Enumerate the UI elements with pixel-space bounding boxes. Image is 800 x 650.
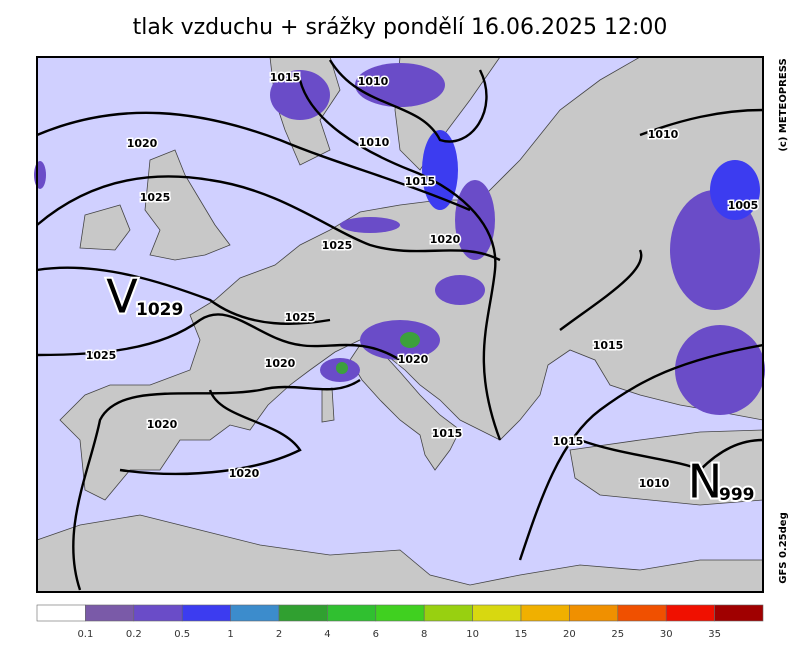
legend-swatch (181, 604, 231, 622)
legend-swatch (520, 604, 570, 622)
legend-swatch (133, 604, 183, 622)
isobar-label: 1025 (322, 239, 353, 252)
isobar-label: 1020 (127, 137, 158, 150)
isobar-label: 1010 (648, 128, 679, 141)
legend-label: 2 (276, 629, 282, 640)
legend-label: 6 (373, 629, 379, 640)
legend-swatch (327, 604, 377, 622)
legend-label: 0.5 (174, 629, 190, 640)
isobar-label: 1025 (140, 191, 171, 204)
legend-swatch (569, 604, 619, 622)
center-value: 999 (719, 485, 755, 505)
isobar-label: 1010 (639, 477, 670, 490)
legend-label: 25 (611, 629, 624, 640)
isobar-label: 1015 (553, 435, 584, 448)
isobar-label: 1015 (405, 175, 436, 188)
legend-label: 1 (227, 629, 233, 640)
italy (349, 344, 461, 471)
center-value: 1029 (136, 300, 183, 320)
legend-label: 10 (466, 629, 479, 640)
isobar-label: 1010 (358, 75, 389, 88)
legend-label: 4 (324, 629, 330, 640)
legend: 0.1 0.2 0.5 1 2 4 6 8 10 15 20 25 30 35 (36, 604, 764, 640)
legend-swatch (423, 604, 473, 622)
legend-label: 20 (563, 629, 576, 640)
isobar-label: 1025 (285, 311, 316, 324)
turkey (569, 429, 764, 506)
isobar-label: 1020 (229, 467, 260, 480)
credit: (c) METEOPRESS (778, 58, 789, 151)
isobar-label: 1005 (728, 199, 759, 212)
isobar-labels: 1015 1010 1010 1015 1020 1025 1025 1020 1010 1005… (84, 70, 760, 492)
isobars (36, 59, 764, 591)
model-name: GFS 0.25deg (778, 512, 789, 584)
map-title: tlak vzduchu + srážky pondělí 16.06.2025… (133, 15, 668, 40)
legend-swatch (230, 604, 280, 622)
isobar-label: 1015 (270, 71, 301, 84)
map-area: 1015 1010 1010 1015 1020 1025 1025 1020 1010 1005… (34, 56, 765, 593)
legend-swatch (278, 604, 328, 622)
legend-label: 35 (708, 629, 721, 640)
land (59, 56, 764, 501)
center-letter: N (688, 455, 722, 509)
map-frame (36, 56, 764, 593)
legend-label: 30 (660, 629, 673, 640)
legend-label: 15 (515, 629, 528, 640)
isobar-label: 1010 (359, 136, 390, 149)
isobar-label: 1020 (265, 357, 296, 370)
legend-swatch (375, 604, 425, 622)
center-letter: V (106, 270, 138, 324)
isobar-label: 1020 (398, 353, 429, 366)
isobar-label: 1025 (86, 349, 117, 362)
legend-swatch (472, 604, 522, 622)
legend-label: 0.2 (126, 629, 142, 640)
legend-swatch (617, 604, 667, 622)
isobar-label: 1015 (593, 339, 624, 352)
legend-swatch (36, 604, 86, 622)
ireland (79, 204, 131, 251)
isobar-label: 1020 (147, 418, 178, 431)
legend-swatch (665, 604, 715, 622)
legend-swatch (85, 604, 135, 622)
isobar-label: 1020 (430, 233, 461, 246)
sardinia (321, 387, 335, 423)
legend-label: 0.1 (77, 629, 93, 640)
legend-label: 8 (421, 629, 427, 640)
isobar-label: 1015 (432, 427, 463, 440)
legend-swatch (714, 604, 764, 622)
